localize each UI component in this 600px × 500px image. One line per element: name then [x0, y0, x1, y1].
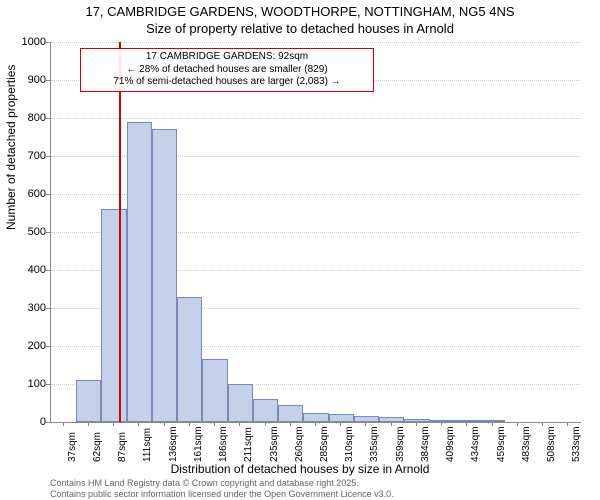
histogram-bar	[177, 297, 202, 422]
histogram-bar	[379, 417, 404, 422]
annotation-line-3: 71% of semi-detached houses are larger (…	[87, 76, 367, 89]
annotation-line-2: ← 28% of detached houses are smaller (82…	[87, 64, 367, 77]
y-tick-label: 400	[18, 264, 46, 276]
histogram-bar	[303, 413, 328, 423]
x-tick-mark	[189, 422, 190, 426]
property-marker-line	[119, 42, 121, 422]
x-tick-label: 508sqm	[546, 426, 557, 462]
y-tick-mark	[46, 346, 50, 347]
y-tick-label: 500	[18, 226, 46, 238]
x-tick-mark	[492, 422, 493, 426]
x-tick-mark	[340, 422, 341, 426]
x-tick-mark	[239, 422, 240, 426]
y-tick-label: 300	[18, 302, 46, 314]
y-tick-label: 700	[18, 150, 46, 162]
annotation-line-1: 17 CAMBRIDGE GARDENS: 92sqm	[87, 51, 367, 64]
chart-title: 17, CAMBRIDGE GARDENS, WOODTHORPE, NOTTI…	[0, 4, 600, 38]
x-tick-mark	[517, 422, 518, 426]
x-tick-label: 111sqm	[142, 428, 153, 462]
x-tick-label: 459sqm	[496, 426, 507, 462]
x-tick-label: 136sqm	[168, 426, 179, 462]
x-tick-mark	[88, 422, 89, 426]
title-line-2: Size of property relative to detached ho…	[0, 21, 600, 38]
x-tick-mark	[567, 422, 568, 426]
x-tick-label: 62sqm	[92, 432, 103, 462]
x-tick-mark	[542, 422, 543, 426]
x-tick-label: 285sqm	[319, 426, 330, 462]
histogram-bar	[480, 420, 505, 422]
y-tick-mark	[46, 156, 50, 157]
x-tick-label: 533sqm	[571, 426, 582, 462]
histogram-bar	[329, 414, 354, 422]
x-tick-label: 384sqm	[420, 426, 431, 462]
x-tick-mark	[290, 422, 291, 426]
gridline	[51, 118, 581, 119]
x-tick-mark	[214, 422, 215, 426]
footer-line-1: Contains HM Land Registry data © Crown c…	[50, 478, 394, 489]
x-tick-label: 409sqm	[445, 426, 456, 462]
y-tick-mark	[46, 80, 50, 81]
x-tick-mark	[113, 422, 114, 426]
histogram-bar	[152, 129, 177, 422]
footer-attribution: Contains HM Land Registry data © Crown c…	[50, 478, 394, 500]
x-tick-label: 434sqm	[470, 426, 481, 462]
x-tick-mark	[466, 422, 467, 426]
histogram-bar	[278, 405, 303, 422]
x-tick-mark	[138, 422, 139, 426]
x-tick-label: 310sqm	[344, 426, 355, 462]
y-tick-mark	[46, 42, 50, 43]
y-tick-mark	[46, 232, 50, 233]
histogram-bar	[101, 209, 126, 422]
x-axis-label: Distribution of detached houses by size …	[0, 462, 600, 476]
x-tick-mark	[164, 422, 165, 426]
x-tick-mark	[63, 422, 64, 426]
y-tick-label: 800	[18, 112, 46, 124]
x-tick-mark	[441, 422, 442, 426]
x-tick-label: 37sqm	[67, 432, 78, 462]
x-tick-label: 260sqm	[294, 426, 305, 462]
histogram-bar	[202, 359, 227, 422]
y-tick-mark	[46, 308, 50, 309]
y-tick-mark	[46, 422, 50, 423]
title-line-1: 17, CAMBRIDGE GARDENS, WOODTHORPE, NOTTI…	[0, 4, 600, 21]
x-tick-mark	[391, 422, 392, 426]
plot-area	[50, 42, 581, 423]
y-tick-label: 200	[18, 340, 46, 352]
y-tick-label: 100	[18, 378, 46, 390]
y-tick-label: 900	[18, 74, 46, 86]
x-tick-mark	[416, 422, 417, 426]
annotation-box: 17 CAMBRIDGE GARDENS: 92sqm← 28% of deta…	[80, 48, 374, 92]
y-tick-mark	[46, 384, 50, 385]
chart-container: 17, CAMBRIDGE GARDENS, WOODTHORPE, NOTTI…	[0, 0, 600, 500]
footer-line-2: Contains public sector information licen…	[50, 489, 394, 500]
x-tick-mark	[315, 422, 316, 426]
histogram-bar	[76, 380, 101, 422]
histogram-bar	[127, 122, 152, 422]
y-tick-label: 1000	[18, 36, 46, 48]
x-tick-label: 483sqm	[521, 426, 532, 462]
x-tick-label: 335sqm	[369, 426, 380, 462]
gridline	[51, 42, 581, 43]
x-tick-label: 211sqm	[243, 427, 254, 462]
x-tick-label: 235sqm	[269, 426, 280, 462]
x-tick-mark	[265, 422, 266, 426]
y-axis-label: Number of detached properties	[4, 65, 18, 230]
histogram-bar	[228, 384, 253, 422]
y-tick-mark	[46, 194, 50, 195]
histogram-bar	[253, 399, 278, 422]
x-tick-label: 359sqm	[395, 426, 406, 462]
y-tick-mark	[46, 118, 50, 119]
x-tick-label: 87sqm	[117, 432, 128, 462]
y-tick-label: 600	[18, 188, 46, 200]
x-tick-mark	[365, 422, 366, 426]
x-tick-label: 161sqm	[193, 426, 204, 462]
y-tick-label: 0	[18, 416, 46, 428]
histogram-bar	[404, 419, 429, 422]
x-tick-label: 186sqm	[218, 426, 229, 462]
y-tick-mark	[46, 270, 50, 271]
